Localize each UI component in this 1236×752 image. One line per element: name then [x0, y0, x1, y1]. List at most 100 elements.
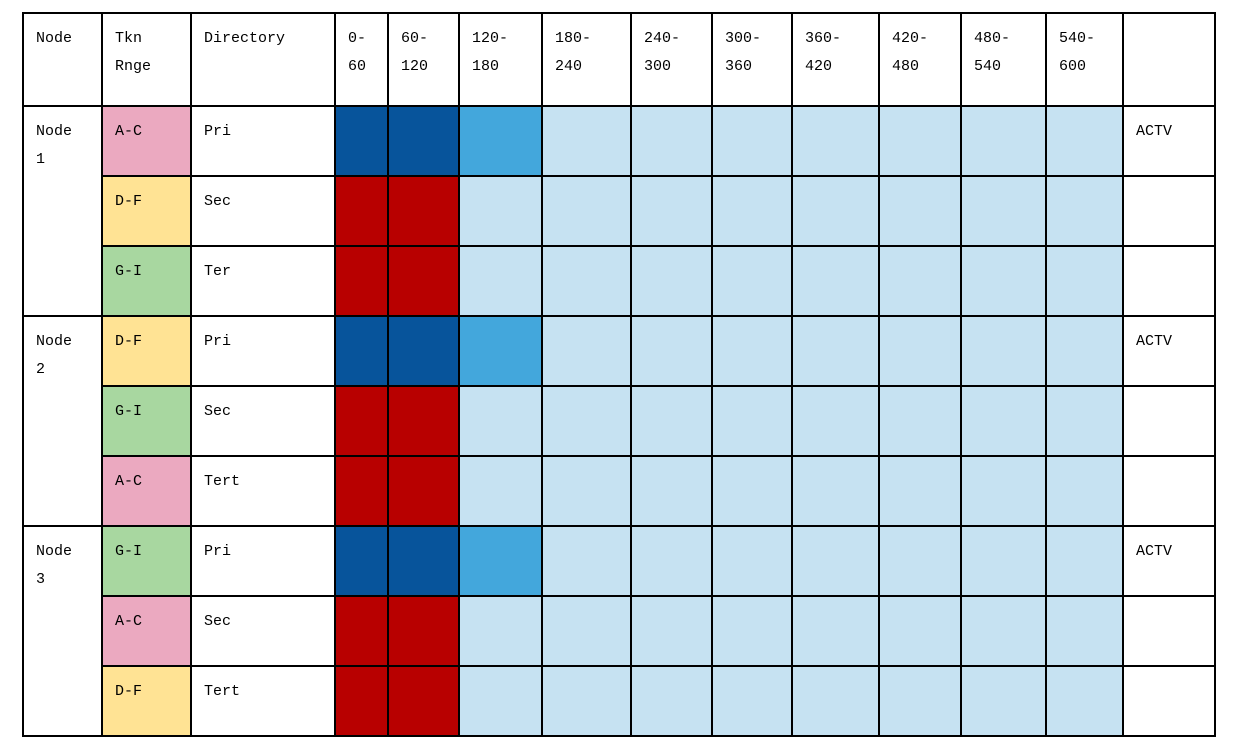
- time-bucket-cell: [1045, 175, 1124, 247]
- table-row: D-F Sec: [23, 175, 1216, 247]
- status-cell: [1122, 665, 1216, 737]
- col-header-time-bucket: 300- 360: [711, 12, 793, 107]
- time-bucket-cell: [960, 245, 1047, 317]
- directory-cell: Pri: [190, 525, 336, 597]
- node-timeline-table: Node Tkn Rnge Directory 0- 60 60- 120 12…: [22, 12, 1216, 737]
- time-bucket-cell: [334, 595, 389, 667]
- status-cell: [1122, 175, 1216, 247]
- time-bucket-cell: [541, 175, 632, 247]
- time-bucket-cell: [878, 665, 962, 737]
- time-bucket-cell: [541, 105, 632, 177]
- table-row: G-I Ter: [23, 245, 1216, 317]
- time-bucket-cell: [1045, 525, 1124, 597]
- time-bucket-cell: [878, 525, 962, 597]
- token-range-cell: A-C: [101, 455, 192, 527]
- time-bucket-cell: [458, 595, 543, 667]
- status-cell: [1122, 245, 1216, 317]
- node-cell: Node 1: [22, 105, 103, 317]
- token-range-cell: D-F: [101, 665, 192, 737]
- col-header-token-range: Tkn Rnge: [101, 12, 192, 107]
- col-header-node: Node: [22, 12, 103, 107]
- time-bucket-cell: [387, 105, 460, 177]
- time-bucket-cell: [711, 175, 793, 247]
- time-bucket-cell: [1045, 455, 1124, 527]
- time-bucket-cell: [960, 455, 1047, 527]
- col-header-directory: Directory: [190, 12, 336, 107]
- time-bucket-cell: [711, 455, 793, 527]
- status-cell: [1122, 455, 1216, 527]
- time-bucket-cell: [1045, 385, 1124, 457]
- time-bucket-cell: [630, 175, 713, 247]
- col-header-time-bucket: 120- 180: [458, 12, 543, 107]
- token-range-cell: A-C: [101, 595, 192, 667]
- table-row: Node 1 A-C Pri ACTV: [22, 105, 1216, 317]
- time-bucket-cell: [458, 315, 543, 387]
- directory-cell: Pri: [190, 315, 336, 387]
- token-range-cell: A-C: [101, 105, 192, 177]
- time-bucket-cell: [334, 665, 389, 737]
- token-range-cell: D-F: [101, 175, 192, 247]
- time-bucket-cell: [878, 595, 962, 667]
- time-bucket-cell: [334, 105, 389, 177]
- time-bucket-cell: [791, 175, 880, 247]
- time-bucket-cell: [791, 595, 880, 667]
- time-bucket-cell: [458, 525, 543, 597]
- time-bucket-cell: [541, 595, 632, 667]
- time-bucket-cell: [458, 665, 543, 737]
- node-cell: Node 2: [22, 315, 103, 527]
- time-bucket-cell: [630, 455, 713, 527]
- time-bucket-cell: [458, 385, 543, 457]
- time-bucket-cell: [458, 175, 543, 247]
- col-header-time-bucket: 420- 480: [878, 12, 962, 107]
- time-bucket-cell: [878, 315, 962, 387]
- time-bucket-cell: [878, 245, 962, 317]
- time-bucket-cell: [387, 595, 460, 667]
- directory-cell: Sec: [190, 385, 336, 457]
- time-bucket-cell: [878, 175, 962, 247]
- table-row: Node 3 G-I Pri ACTV: [22, 525, 1216, 737]
- time-bucket-cell: [878, 455, 962, 527]
- table-row: G-I Sec: [23, 385, 1216, 457]
- time-bucket-cell: [711, 665, 793, 737]
- time-bucket-cell: [791, 245, 880, 317]
- time-bucket-cell: [711, 105, 793, 177]
- directory-cell: Ter: [190, 245, 336, 317]
- time-bucket-cell: [334, 315, 389, 387]
- directory-cell: Sec: [190, 175, 336, 247]
- time-bucket-cell: [791, 455, 880, 527]
- status-cell: ACTV: [1122, 315, 1216, 387]
- col-header-time-bucket: 180- 240: [541, 12, 632, 107]
- status-cell: ACTV: [1122, 525, 1216, 597]
- token-range-cell: G-I: [101, 245, 192, 317]
- col-header-time-bucket: 240- 300: [630, 12, 713, 107]
- time-bucket-cell: [1045, 245, 1124, 317]
- token-range-cell: G-I: [101, 525, 192, 597]
- time-bucket-cell: [791, 105, 880, 177]
- time-bucket-cell: [711, 595, 793, 667]
- table-row: Node 2 D-F Pri ACTV: [22, 315, 1216, 527]
- time-bucket-cell: [1045, 595, 1124, 667]
- time-bucket-cell: [711, 525, 793, 597]
- time-bucket-cell: [541, 245, 632, 317]
- col-header-time-bucket: 480- 540: [960, 12, 1047, 107]
- time-bucket-cell: [458, 455, 543, 527]
- table-row: A-C Tert: [23, 455, 1216, 527]
- time-bucket-cell: [541, 665, 632, 737]
- directory-cell: Pri: [190, 105, 336, 177]
- time-bucket-cell: [960, 595, 1047, 667]
- time-bucket-cell: [960, 105, 1047, 177]
- time-bucket-cell: [387, 245, 460, 317]
- time-bucket-cell: [1045, 105, 1124, 177]
- status-cell: [1122, 385, 1216, 457]
- time-bucket-cell: [711, 315, 793, 387]
- time-bucket-cell: [960, 315, 1047, 387]
- time-bucket-cell: [541, 385, 632, 457]
- time-bucket-cell: [387, 175, 460, 247]
- status-cell: [1122, 595, 1216, 667]
- time-bucket-cell: [387, 665, 460, 737]
- time-bucket-cell: [334, 245, 389, 317]
- time-bucket-cell: [960, 665, 1047, 737]
- time-bucket-cell: [541, 315, 632, 387]
- time-bucket-cell: [791, 525, 880, 597]
